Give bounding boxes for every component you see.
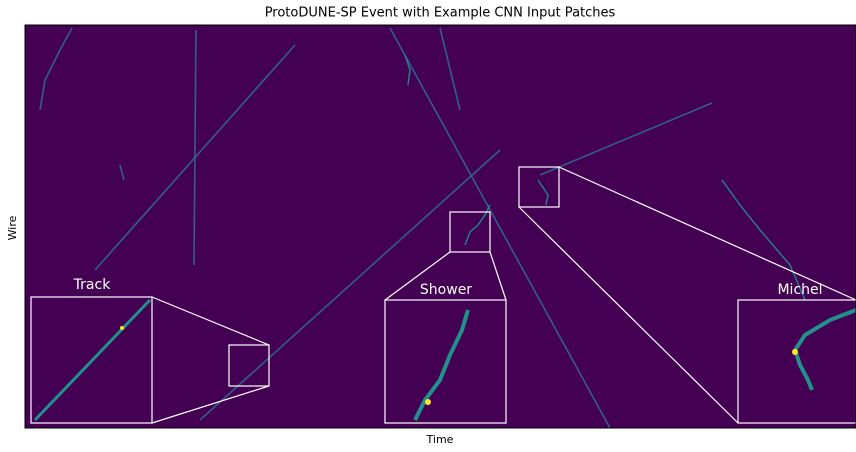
patch-label: Michel — [777, 282, 822, 298]
patch-label: Shower — [420, 282, 472, 298]
x-label: Time — [426, 433, 454, 446]
plot-frame — [24, 24, 856, 429]
patch-label: Track — [73, 277, 112, 293]
title: ProtoDUNE-SP Event with Example CNN Inpu… — [265, 6, 616, 21]
y-label: Wire — [6, 215, 19, 240]
